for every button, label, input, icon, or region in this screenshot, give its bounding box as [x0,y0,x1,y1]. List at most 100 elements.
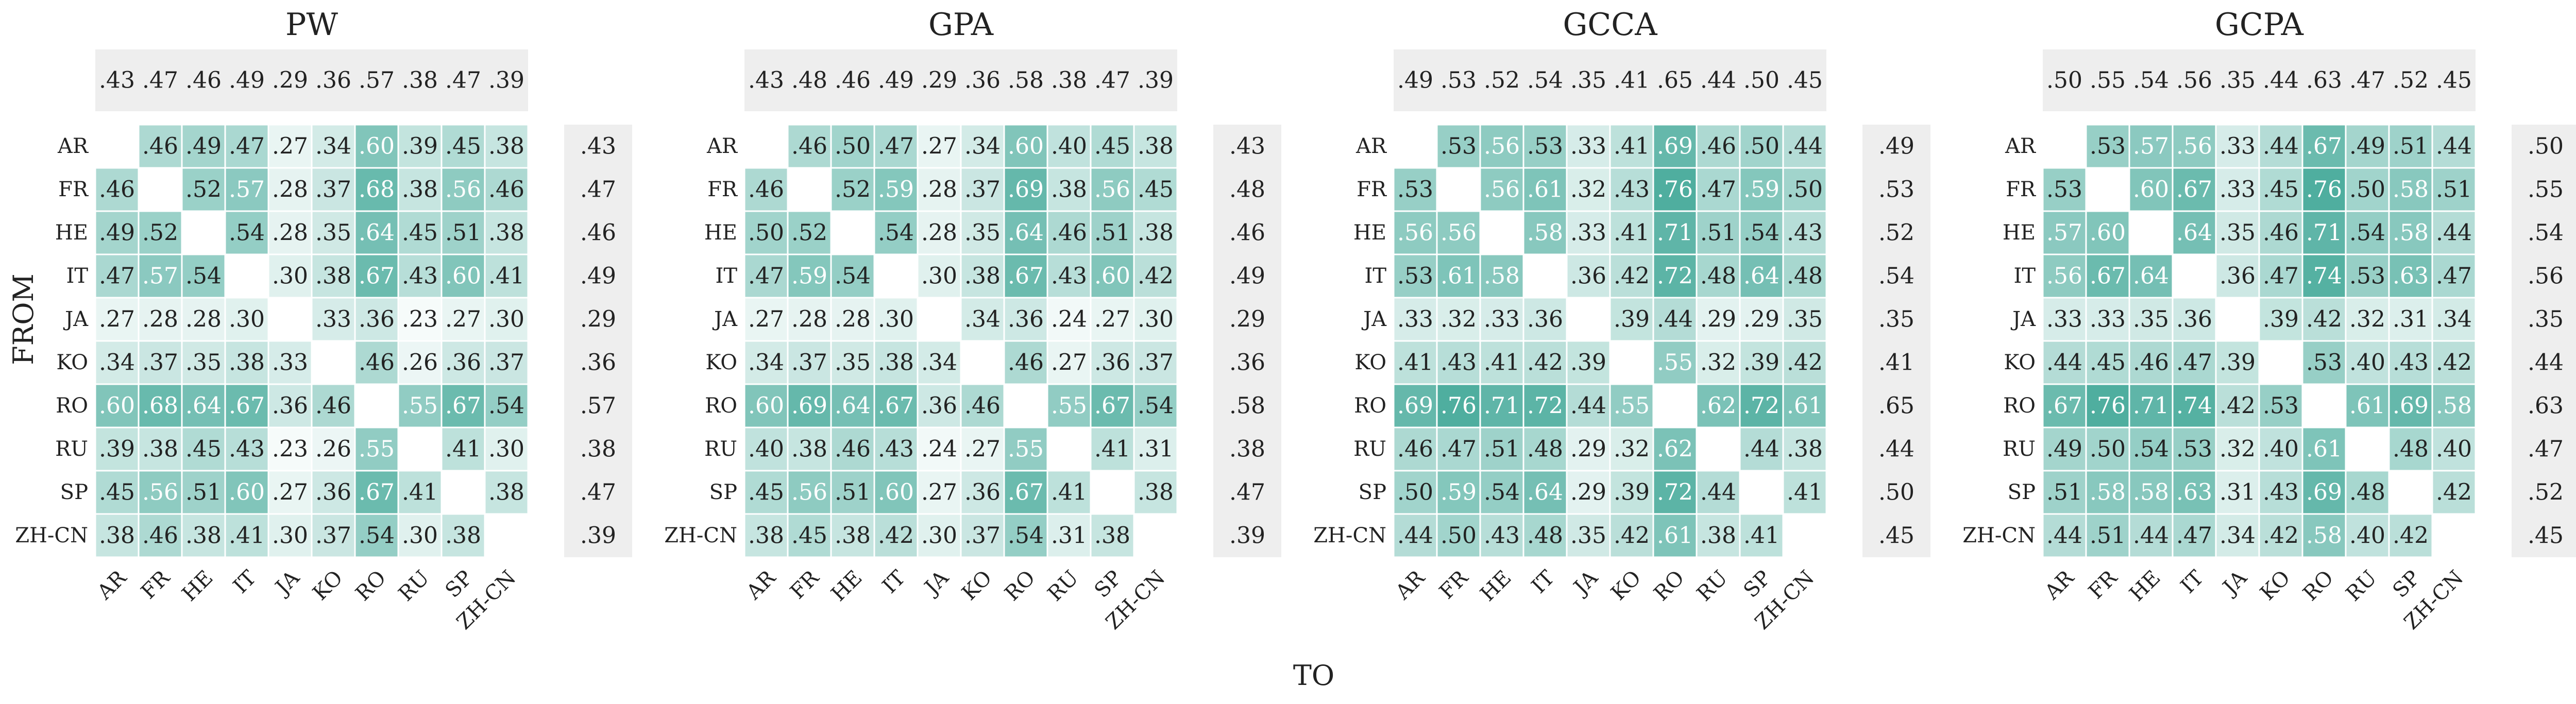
heatmap-cell [873,167,919,212]
heatmap-cell [787,513,832,558]
heatmap-cell [2128,297,2174,342]
heatmap-cell-value: .60 [359,133,395,160]
heatmap-cell-value: .41 [488,263,524,289]
x-tick-label: SP [2388,566,2425,603]
heatmap-cell [224,470,269,515]
heatmap-cell [2431,124,2477,169]
heatmap-cell-value: .30 [488,306,524,333]
heatmap-cell [354,513,399,558]
heatmap-cell [1782,167,1827,212]
y-tick-label: HE [1353,221,1386,245]
heatmap-cell [138,340,183,385]
heatmap-cell [743,513,789,558]
heatmap-cell-value: .36 [2219,263,2256,289]
row-average-label: .52 [1878,220,1914,246]
row-average-label: .29 [1229,306,1265,333]
column-average-strip [95,49,528,111]
heatmap-cell [1393,470,1438,515]
heatmap-cell-value: .42 [2263,523,2299,549]
heatmap-cell-value: .40 [2349,350,2385,376]
heatmap-cell-value: .60 [445,263,481,289]
heatmap-cell-value: .45 [1138,177,1174,203]
heatmap-cell-value: .49 [185,133,222,160]
heatmap-cell [960,167,1005,212]
heatmap-cell-value: .51 [1700,220,1736,246]
row-average-label: .44 [2528,350,2564,376]
heatmap-cell-value: .47 [748,263,784,289]
heatmap-cell-value: .46 [964,393,1001,419]
y-tick-label: HE [55,221,88,245]
y-tick-label: RO [56,394,88,418]
heatmap-cell-value: .71 [1484,393,1520,419]
heatmap-cell [1739,167,1784,212]
heatmap-cell-value: .71 [2133,393,2169,419]
heatmap-cell-value: .54 [488,393,524,419]
heatmap-cell-value: .63 [2176,479,2212,506]
heatmap-cell-value: .24 [921,436,957,462]
heatmap-cell-value: .53 [1397,177,1433,203]
heatmap-cell-value: .37 [1138,350,1174,376]
heatmap-cell [2085,297,2130,342]
heatmap-cell-value: .39 [1570,350,1606,376]
panel-title: GCPA [2215,7,2304,43]
row-average-label: .54 [2528,220,2564,246]
heatmap-cell-value: .38 [1787,436,1823,462]
heatmap-cell-value: .54 [229,220,265,246]
heatmap-cell [311,210,356,255]
heatmap-cell-value: .50 [1440,523,1477,549]
heatmap-cell-value: .36 [272,393,308,419]
heatmap-cell-value: .60 [748,393,784,419]
heatmap-cell [2431,297,2477,342]
heatmap-cell-value: .33 [272,350,308,376]
heatmap-cell [1522,167,1568,212]
heatmap-cell-value: .37 [488,350,524,376]
heatmap-cell [267,167,313,212]
heatmap-cell-value: .41 [445,436,481,462]
heatmap-cell [138,470,183,515]
heatmap-cell-value: .64 [2133,263,2169,289]
heatmap-cell [484,470,529,515]
heatmap-cell [484,426,529,472]
heatmap-cell-value: .38 [488,220,524,246]
heatmap-cell-value: .33 [1570,220,1606,246]
heatmap-cell [2042,513,2087,558]
heatmap-cell-value: .35 [315,220,351,246]
column-average-label: .43 [99,67,135,94]
heatmap-cell-value: .27 [99,306,135,333]
heatmap-cell-value: .32 [1570,177,1606,203]
heatmap-panel-pw: PW .43 .47 .46 .49 .29 .36 .57 .38 .47 .39 .43 .47 .4… [15,7,632,634]
column-average-label: .38 [1051,67,1087,94]
heatmap-cell-value: .27 [1051,350,1087,376]
heatmap-cell-value: .39 [1614,479,1650,506]
heatmap-cell [2172,297,2217,342]
heatmap-cell-value: .42 [1138,263,1174,289]
x-tick-label: HE [2125,566,2165,606]
heatmap-cell-value: .61 [2349,393,2385,419]
column-average-label: .39 [488,67,524,94]
heatmap-cell [1393,167,1438,212]
heatmap-cell-value: .59 [1743,177,1780,203]
y-tick-label: ZH-CN [664,524,737,547]
heatmap-cell-value: .72 [1527,393,1563,419]
y-tick-label: RU [2003,437,2036,461]
heatmap-cell [224,167,269,212]
y-tick-label: IT [2014,264,2036,288]
heatmap-cell [1696,124,1741,169]
heatmap-cell [1522,426,1568,472]
heatmap-cell-value: .46 [2133,350,2169,376]
heatmap-cell-value: .41 [229,523,265,549]
heatmap-cell-value: .46 [1008,350,1044,376]
heatmap-cell [354,470,399,515]
heatmap-cell [1479,167,1524,212]
heatmap-cell-value: .41 [1094,436,1130,462]
heatmap-cell-value: .38 [748,523,784,549]
heatmap-cell-value: .41 [1484,350,1520,376]
heatmap-cell-value: .56 [2046,263,2082,289]
heatmap-cell [1566,383,1611,428]
heatmap-cell [2172,426,2217,472]
heatmap-cell [1133,426,1178,472]
heatmap-cell-value: .34 [964,133,1001,160]
heatmap-cell-value: .28 [921,177,957,203]
heatmap-cell-value: .56 [1484,177,1520,203]
heatmap-cell-value: .54 [1484,479,1520,506]
